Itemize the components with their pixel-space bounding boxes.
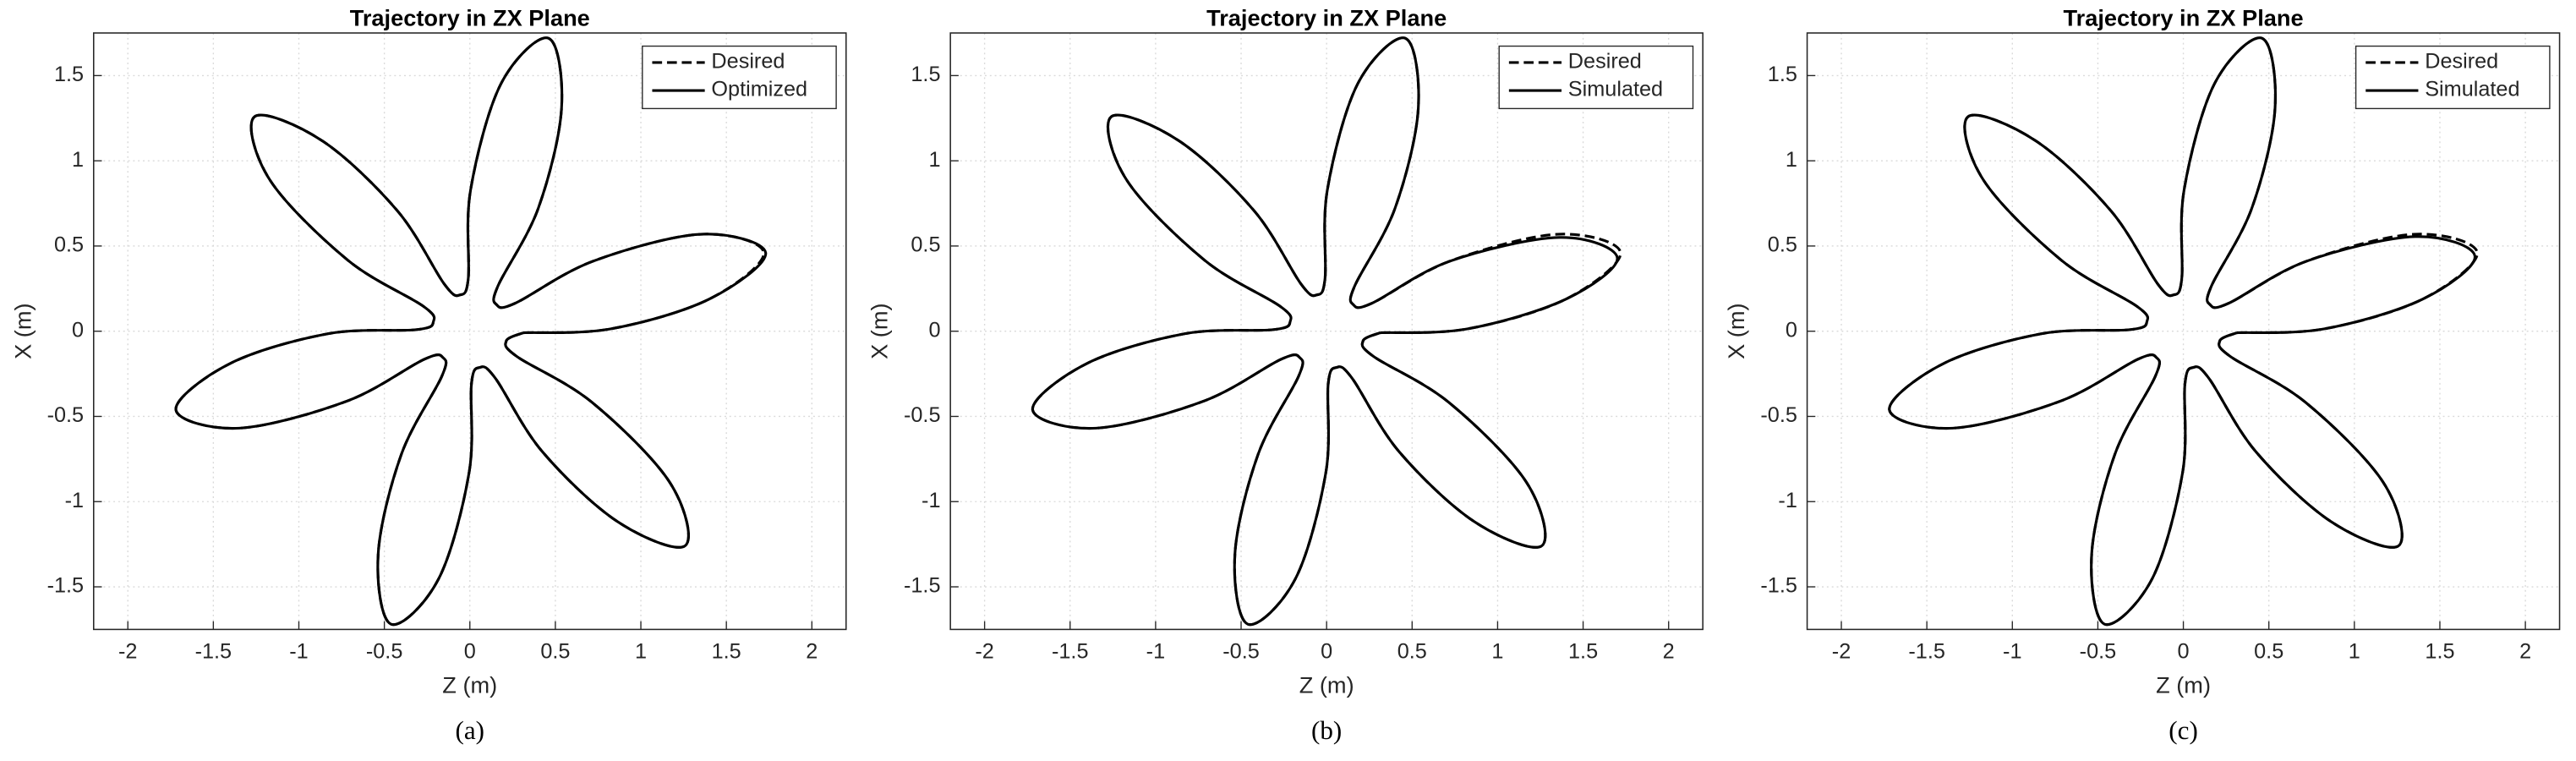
x-tick-label: 1.5 bbox=[712, 639, 741, 663]
y-tick-label: 1.5 bbox=[1768, 63, 1797, 86]
x-tick-label: -0.5 bbox=[2080, 639, 2117, 663]
y-tick-label: -0.5 bbox=[1760, 403, 1797, 427]
chart-title: Trajectory in ZX Plane bbox=[2064, 5, 2304, 31]
y-tick-label: -0.5 bbox=[47, 403, 85, 427]
x-tick-label: -1 bbox=[2003, 639, 2021, 663]
x-tick-label: 0 bbox=[464, 639, 476, 663]
x-axis-label: Z (m) bbox=[442, 672, 497, 698]
x-tick-label: 0.5 bbox=[1397, 639, 1427, 663]
x-tick-label: -2 bbox=[118, 639, 137, 663]
y-tick-label: 0 bbox=[1786, 318, 1797, 342]
x-tick-label: -2 bbox=[975, 639, 993, 663]
legend-label: Desired bbox=[2425, 50, 2498, 74]
axes-box bbox=[92, 32, 847, 631]
x-tick-label: 1 bbox=[635, 639, 647, 663]
y-axis-label: X (m) bbox=[9, 303, 36, 359]
caption: (b) bbox=[1311, 715, 1342, 745]
trajectory-line bbox=[1031, 36, 1619, 627]
caption: (a) bbox=[456, 715, 484, 745]
y-tick-label: 0 bbox=[72, 318, 84, 342]
legend-box bbox=[1498, 45, 1694, 110]
chart-title: Trajectory in ZX Plane bbox=[350, 5, 590, 31]
legend-label: Desired bbox=[1568, 50, 1642, 74]
x-tick-label: 1 bbox=[1491, 639, 1503, 663]
y-tick-label: 0.5 bbox=[1768, 233, 1797, 257]
trajectory-line bbox=[174, 36, 768, 627]
axes-box bbox=[1806, 32, 2561, 631]
trajectory-line bbox=[1888, 36, 2476, 627]
legend-box bbox=[642, 45, 837, 110]
x-tick-label: -1.5 bbox=[1908, 639, 1945, 663]
y-tick-label: -1.5 bbox=[904, 574, 941, 598]
x-tick-label: -0.5 bbox=[366, 639, 403, 663]
x-tick-label: 1.5 bbox=[1568, 639, 1598, 663]
x-tick-label: 0 bbox=[1321, 639, 1332, 663]
y-tick-label: 0 bbox=[928, 318, 940, 342]
x-tick-label: 2 bbox=[806, 639, 818, 663]
legend-label: Simulated bbox=[2425, 78, 2519, 101]
legend-box bbox=[2354, 45, 2551, 110]
x-axis-label: Z (m) bbox=[1299, 672, 1354, 698]
x-tick-label: 1 bbox=[2349, 639, 2360, 663]
x-tick-label: 2 bbox=[1663, 639, 1675, 663]
legend-label: Desired bbox=[711, 50, 785, 74]
y-tick-label: -1 bbox=[1778, 489, 1797, 512]
x-axis-label: Z (m) bbox=[2156, 672, 2211, 698]
x-tick-label: -1.5 bbox=[1052, 639, 1089, 663]
y-axis-label: X (m) bbox=[1723, 303, 1749, 359]
x-tick-label: 2 bbox=[2519, 639, 2531, 663]
y-axis-label: X (m) bbox=[867, 303, 893, 359]
y-tick-label: 1 bbox=[928, 148, 940, 172]
y-tick-label: 0.5 bbox=[911, 233, 940, 257]
y-tick-label: 1 bbox=[1786, 148, 1797, 172]
x-tick-label: -1 bbox=[1146, 639, 1165, 663]
x-tick-label: 1.5 bbox=[2425, 639, 2454, 663]
x-tick-label: -1.5 bbox=[195, 639, 232, 663]
y-tick-label: 1 bbox=[72, 148, 84, 172]
axes-box bbox=[949, 32, 1704, 631]
y-tick-label: -1.5 bbox=[47, 574, 85, 598]
y-tick-label: 1.5 bbox=[54, 63, 84, 86]
x-tick-label: 0.5 bbox=[2254, 639, 2283, 663]
x-tick-label: -1 bbox=[289, 639, 308, 663]
y-tick-label: 1.5 bbox=[911, 63, 940, 86]
y-tick-label: -1 bbox=[65, 489, 84, 512]
chart-title: Trajectory in ZX Plane bbox=[1206, 5, 1447, 31]
caption: (c) bbox=[2169, 715, 2198, 745]
x-tick-label: 0.5 bbox=[540, 639, 570, 663]
y-tick-label: -1 bbox=[922, 489, 940, 512]
legend-label: Simulated bbox=[1568, 78, 1663, 101]
y-tick-label: 0.5 bbox=[54, 233, 84, 257]
y-tick-label: -0.5 bbox=[904, 403, 941, 427]
y-tick-label: -1.5 bbox=[1760, 574, 1797, 598]
legend-label: Optimized bbox=[711, 78, 807, 101]
x-tick-label: 0 bbox=[2178, 639, 2190, 663]
x-tick-label: -2 bbox=[1832, 639, 1851, 663]
x-tick-label: -0.5 bbox=[1222, 639, 1260, 663]
